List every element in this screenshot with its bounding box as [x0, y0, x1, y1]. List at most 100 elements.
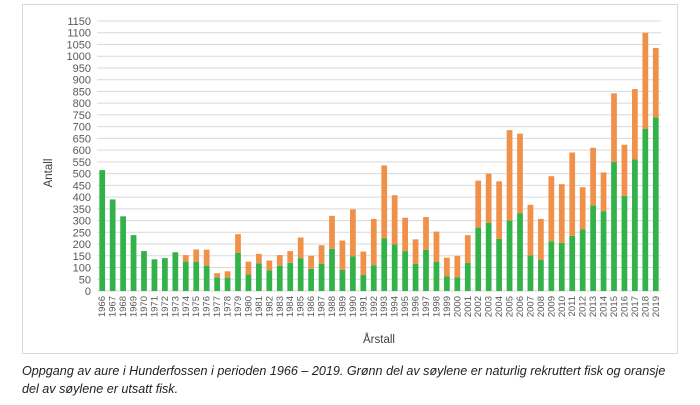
figure-caption: Oppgang av aure i Hunderfossen i periode… [22, 364, 666, 396]
bar-stocked-2015 [611, 93, 617, 162]
y-tick-label: 450 [73, 180, 91, 192]
bar-natural-1967 [109, 199, 116, 291]
y-tick-label: 900 [73, 75, 91, 87]
x-tick-label: 2011 [567, 296, 578, 316]
bar-natural-1988 [329, 248, 335, 291]
x-tick-label: 2013 [588, 296, 599, 317]
x-tick-labels: 1966 1967 1968 1969 1970 1971 1972 1973 1974 1975… [97, 296, 662, 317]
bar-stocked-2010 [558, 184, 565, 243]
bar-stocked-1995 [402, 217, 408, 252]
y-tick-label: 550 [73, 157, 91, 169]
bar-natural-2019 [652, 117, 659, 292]
bar-stocked-1981 [256, 253, 262, 264]
bar-stocked-2009 [548, 176, 555, 242]
x-tick-label: 1999 [442, 296, 453, 317]
bar-natural-1968 [120, 216, 126, 291]
x-tick-label: 2002 [473, 296, 484, 317]
y-tick-label: 600 [73, 145, 91, 157]
y-tick-labels: 0501001502002503003504004505005506006507… [67, 16, 91, 298]
x-tick-label: 1974 [181, 296, 192, 317]
bar-stocked-2018 [642, 32, 649, 129]
bar-natural-1999 [444, 276, 450, 291]
bar-stocked-2007 [527, 204, 534, 256]
bar-natural-2006 [517, 213, 523, 291]
x-tick-label: 2012 [578, 296, 589, 317]
bar-natural-2009 [548, 241, 555, 291]
x-tick-label: 1968 [118, 296, 129, 317]
x-tick-label: 1972 [160, 296, 171, 317]
bar-natural-1996 [412, 264, 419, 291]
bar-stocked-1988 [329, 215, 335, 249]
x-tick-label: 1997 [421, 296, 432, 317]
x-tick-label: 2016 [619, 296, 630, 317]
bar-natural-2015 [611, 161, 617, 291]
x-tick-label: 2000 [452, 296, 463, 317]
bar-natural-1981 [256, 263, 262, 291]
bar-natural-2018 [642, 129, 649, 291]
bar-stocked-1986 [308, 255, 314, 269]
y-tick-label: 1000 [67, 51, 91, 63]
y-tick-label: 100 [73, 263, 91, 275]
bar-stocked-2017 [632, 89, 638, 160]
bar-stocked-2000 [454, 255, 461, 278]
bar-stocked-1992 [370, 218, 377, 266]
bar-stocked-1994 [391, 195, 398, 245]
bar-natural-1992 [370, 265, 377, 291]
bar-stocked-1975 [193, 249, 200, 262]
bar-stocked-2013 [590, 147, 596, 206]
bar-natural-2013 [590, 205, 596, 291]
y-tick-label: 150 [73, 251, 91, 263]
x-tick-label: 2014 [599, 296, 610, 317]
y-tick-label: 300 [73, 216, 91, 228]
x-tick-label: 1966 [97, 296, 108, 317]
x-tick-label: 1988 [327, 296, 338, 317]
x-tick-label: 2006 [515, 296, 526, 317]
x-tick-label: 1986 [306, 296, 317, 317]
y-tick-label: 0 [85, 286, 91, 298]
x-tick-label: 2004 [494, 296, 505, 317]
bar-natural-2004 [496, 238, 502, 291]
bar-stocked-1990 [350, 209, 356, 257]
bar-stocked-2008 [538, 218, 544, 261]
y-tick-label: 500 [73, 169, 91, 181]
bar-natural-1975 [193, 261, 200, 291]
bar-natural-1980 [245, 274, 252, 291]
y-tick-label: 1050 [67, 39, 91, 51]
bar-stocked-2011 [569, 152, 576, 236]
y-tick-label: 50 [79, 274, 91, 286]
gridlines [97, 20, 661, 292]
x-tick-label: 1981 [254, 296, 265, 317]
x-tick-label: 1995 [400, 296, 411, 317]
bar-natural-2011 [569, 235, 576, 291]
y-tick-label: 750 [73, 110, 91, 122]
bar-stocked-1991 [360, 251, 367, 276]
x-tick-label: 1989 [337, 296, 348, 317]
x-tick-label: 2009 [546, 296, 557, 317]
x-tick-label: 1973 [170, 296, 181, 317]
bar-stocked-2016 [621, 144, 628, 196]
bar-natural-1986 [308, 268, 314, 291]
y-tick-label: 800 [73, 98, 91, 110]
bar-stocked-1978 [224, 271, 231, 278]
bar-natural-1966 [99, 170, 106, 291]
x-axis-title: Årstall [363, 333, 395, 346]
bar-natural-1989 [339, 269, 346, 291]
y-tick-label: 1100 [67, 28, 91, 40]
x-tick-label: 1977 [212, 296, 223, 317]
bar-natural-1994 [391, 244, 398, 291]
bar-natural-2003 [485, 222, 492, 291]
y-tick-label: 200 [73, 239, 91, 251]
bar-natural-1987 [318, 264, 325, 291]
bars [99, 32, 659, 292]
bar-stocked-2003 [485, 173, 492, 223]
bar-natural-2016 [621, 195, 628, 291]
x-tick-label: 1994 [390, 296, 401, 317]
x-tick-label: 1983 [275, 296, 286, 317]
x-tick-label: 1969 [129, 296, 140, 317]
y-tick-label: 400 [73, 192, 91, 204]
bar-natural-1971 [151, 259, 158, 291]
chart-plot: 0501001502002503003504004505005506006507… [43, 16, 662, 346]
x-tick-label: 2003 [484, 296, 495, 317]
bar-natural-1978 [224, 277, 231, 291]
bar-natural-2008 [538, 260, 544, 291]
